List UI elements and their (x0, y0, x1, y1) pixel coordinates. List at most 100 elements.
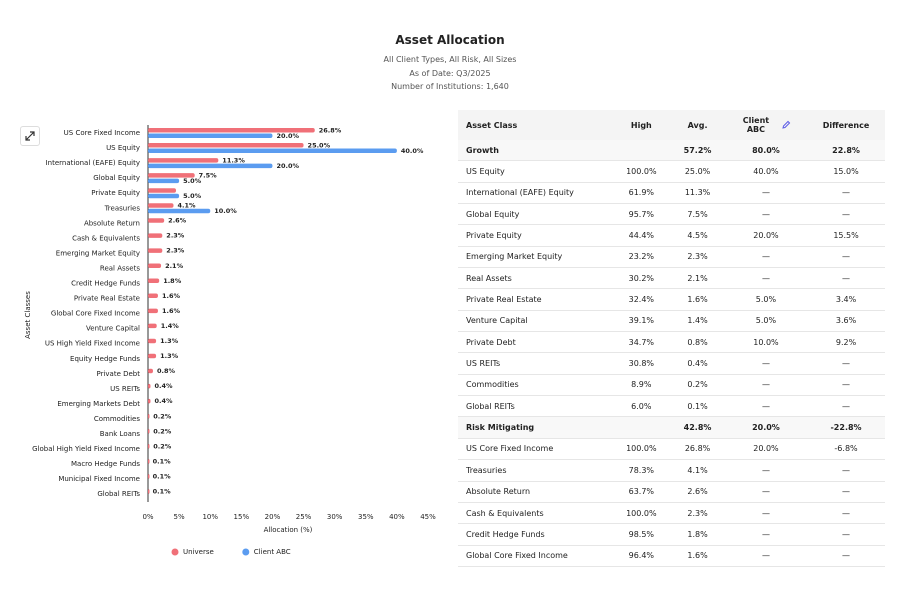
cell: 2.6% (670, 481, 725, 503)
cell: 25.0% (670, 160, 725, 183)
bar (148, 459, 150, 464)
subtitle: All Client Types, All Risk, All Sizes (383, 55, 517, 64)
row: Credit Hedge Funds 98.5% 1.8% — — (458, 523, 885, 546)
cell: 2.1% (670, 267, 725, 290)
bar (148, 338, 157, 344)
cell: 5.0% (724, 288, 808, 311)
row: Private Real Estate 32.4% 1.6% 5.0% 3.4% (458, 288, 885, 311)
cell: 7.5% (670, 203, 725, 226)
cell: -22.8% (807, 416, 885, 439)
bar (148, 308, 158, 314)
value-label: 1.3% (160, 352, 179, 360)
bar (148, 158, 219, 163)
value-label: 7.5% (199, 171, 218, 179)
cell: — (807, 502, 885, 525)
cell: 1.8% (670, 523, 725, 546)
bar (148, 263, 162, 268)
bar (148, 413, 150, 419)
column-header-text: Asset Class (466, 120, 518, 130)
column-header-text: Client ABC (742, 116, 770, 134)
cell: — (807, 523, 885, 546)
cell: Venture Capital (458, 310, 613, 333)
category-label: US Equity (106, 144, 140, 152)
column-header: Difference (807, 110, 885, 140)
edit-icon[interactable] (781, 120, 791, 130)
cell: 20.0% (724, 416, 808, 439)
group-row: Risk Mitigating 42.8% 20.0% -22.8% (458, 416, 885, 439)
cell: 100.0% (612, 502, 671, 525)
x-tick-label: 45% (420, 513, 436, 521)
cell: Growth (458, 140, 613, 162)
legend-label: Client ABC (254, 548, 291, 556)
bar (148, 383, 151, 389)
row: Venture Capital 39.1% 1.4% 5.0% 3.6% (458, 310, 885, 333)
legend-swatch (171, 548, 179, 556)
row: Emerging Market Equity 23.2% 2.3% — — (458, 246, 885, 269)
value-label: 0.2% (153, 412, 172, 420)
row: Cash & Equivalents 100.0% 2.3% — — (458, 502, 885, 525)
bar (148, 203, 174, 208)
category-label: Cash & Equivalents (72, 234, 140, 242)
value-label: 0.4% (154, 397, 173, 405)
cell: 100.0% (612, 438, 671, 461)
category-label: Treasuries (104, 204, 141, 212)
subtitle: Number of Institutions: 1,640 (391, 82, 509, 91)
cell: Treasuries (458, 459, 613, 482)
table-body: Growth 57.2% 80.0% 22.8% US Equity 100.0% 25.0… (458, 140, 885, 567)
cell: — (807, 395, 885, 418)
allocation-table: Asset Class High Avg. Client ABC Difference G… (458, 110, 885, 567)
category-label: Global Equity (93, 174, 140, 182)
bar (148, 368, 153, 374)
cell: 9.2% (807, 331, 885, 354)
cell: 10.0% (724, 331, 808, 354)
category-label: Private Real Estate (74, 295, 140, 303)
column-header-text: Avg. (687, 120, 708, 130)
expand-button[interactable] (20, 126, 40, 146)
category-label: Absolute Return (84, 219, 140, 227)
group-row: Growth 57.2% 80.0% 22.8% (458, 140, 885, 162)
cell: — (807, 374, 885, 397)
value-label: 0.2% (153, 442, 172, 450)
category-label: International (EAFE) Equity (46, 159, 140, 167)
cell: — (807, 352, 885, 375)
cell: 32.4% (612, 288, 671, 311)
cell: — (724, 246, 808, 269)
cell: — (724, 481, 808, 503)
bar (148, 293, 158, 299)
value-label: 0.1% (153, 472, 172, 480)
category-label: Private Debt (96, 370, 140, 378)
category-label: Emerging Markets Debt (57, 400, 140, 408)
value-label: 2.3% (166, 232, 185, 240)
bar (148, 323, 157, 329)
chart: Asset Classes Allocation (%) 0% 5% 10% 15% 2… (24, 125, 436, 556)
cell: 80.0% (724, 140, 808, 162)
value-label: 20.0% (276, 162, 299, 170)
cell: 1.6% (670, 545, 725, 567)
title: Asset Allocation (395, 33, 505, 47)
cell: — (724, 545, 808, 567)
cell: Emerging Market Equity (458, 246, 613, 269)
cell: Private Debt (458, 331, 613, 354)
row: Real Assets 30.2% 2.1% — — (458, 267, 885, 290)
category-label: Macro Hedge Funds (71, 460, 140, 468)
value-label: 26.8% (319, 126, 342, 134)
category-label: US REITs (110, 385, 140, 393)
value-label: 40.0% (401, 147, 424, 155)
row: Global Equity 95.7% 7.5% — — (458, 203, 885, 226)
cell: — (724, 502, 808, 525)
x-tick-label: 10% (202, 513, 218, 521)
x-tick-label: 5% (174, 513, 185, 521)
cell: 39.1% (612, 310, 671, 333)
cell: Global Core Fixed Income (458, 545, 613, 567)
value-label: 0.1% (153, 488, 172, 496)
cell: — (807, 481, 885, 503)
bar (148, 188, 176, 193)
value-label: 5.0% (183, 177, 202, 185)
cell: — (724, 352, 808, 375)
cell: Global REITs (458, 395, 613, 418)
cell: 100.0% (612, 160, 671, 183)
cell: Commodities (458, 374, 613, 397)
category-label: Credit Hedge Funds (71, 280, 140, 288)
bar (148, 173, 195, 178)
